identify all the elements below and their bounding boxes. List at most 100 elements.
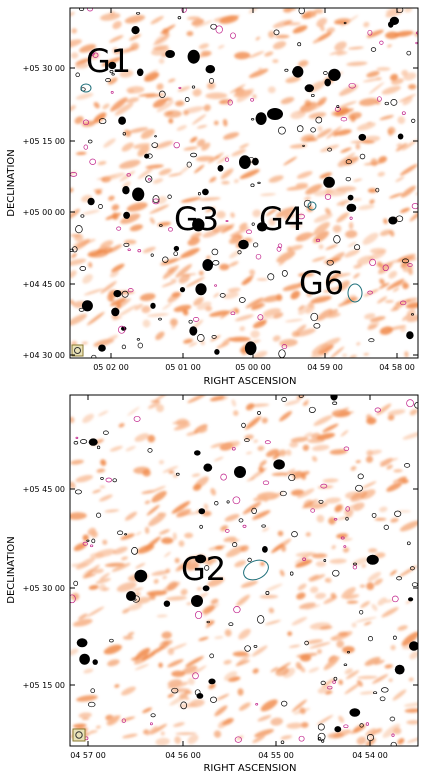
emission-patch <box>205 207 216 213</box>
emission-patch <box>385 8 404 18</box>
emission-patch <box>379 115 394 121</box>
emission-patch <box>157 221 171 227</box>
contour-ring <box>289 571 294 576</box>
emission-patch <box>97 161 107 166</box>
emission-patch <box>165 596 187 601</box>
top-x-ticks <box>110 8 398 358</box>
emission-patch <box>99 485 106 488</box>
emission-patch <box>182 309 189 316</box>
point-source-blob <box>244 341 257 356</box>
emission-patch <box>253 496 267 502</box>
emission-patch <box>245 297 264 309</box>
point-source-blob <box>187 49 200 64</box>
emission-patch <box>296 171 313 179</box>
contour-ring <box>116 226 122 231</box>
emission-patch <box>187 677 195 686</box>
emission-patch <box>219 15 239 24</box>
point-source-blob <box>192 218 205 232</box>
emission-patch <box>111 204 120 211</box>
contour-ring <box>297 42 302 47</box>
contour-ring <box>333 235 341 244</box>
contour-ring <box>281 270 288 277</box>
contour-ring <box>112 478 117 483</box>
emission-patch <box>346 600 359 604</box>
contour-ring <box>96 445 101 450</box>
emission-patch <box>344 594 360 600</box>
emission-patch <box>283 156 298 166</box>
emission-patch <box>70 52 79 59</box>
emission-patch <box>256 278 269 281</box>
emission-patch <box>405 297 418 303</box>
contour-ring <box>204 565 210 571</box>
emission-patch <box>398 565 418 577</box>
emission-patch <box>217 155 229 164</box>
emission-patch <box>403 702 418 707</box>
emission-patch <box>295 559 313 568</box>
emission-patch <box>192 484 202 491</box>
emission-patch <box>111 263 125 273</box>
contour-ring <box>89 158 97 165</box>
emission-patch <box>159 529 170 535</box>
contour-ring <box>192 317 200 322</box>
emission-patch <box>196 124 208 129</box>
emission-patch <box>229 227 250 237</box>
contour-ring <box>168 227 173 232</box>
emission-patch <box>366 417 377 425</box>
point-source-blob <box>111 307 120 317</box>
emission-patch <box>75 58 90 66</box>
emission-patch <box>114 684 120 688</box>
contour-ring <box>371 512 377 518</box>
source-label-g4: G4 <box>259 200 304 238</box>
emission-patch <box>379 506 388 513</box>
emission-patch <box>119 69 134 78</box>
emission-patch <box>116 582 137 592</box>
emission-patch <box>156 100 174 113</box>
emission-patch <box>345 503 360 510</box>
emission-patch <box>216 342 230 349</box>
emission-patch <box>406 720 418 725</box>
emission-patch <box>330 346 345 358</box>
contour-ring <box>389 716 396 722</box>
emission-patch <box>326 27 336 34</box>
emission-patch <box>239 326 246 332</box>
emission-patch <box>340 15 359 28</box>
contour-ring <box>123 242 130 247</box>
point-source-blob <box>217 165 224 172</box>
point-source-blob <box>179 287 186 293</box>
emission-patch <box>260 193 276 196</box>
emission-patch <box>396 143 402 147</box>
emission-patch <box>240 580 258 588</box>
emission-patch <box>158 168 172 176</box>
emission-patch <box>377 597 387 606</box>
emission-patch <box>325 690 333 695</box>
contour-ring <box>251 222 255 226</box>
emission-patch <box>363 288 380 297</box>
emission-patch <box>196 586 202 591</box>
contour-ring <box>257 615 265 624</box>
bright-source <box>126 591 136 601</box>
contour-ring <box>298 395 304 398</box>
emission-patch <box>102 103 110 110</box>
emission-patch <box>188 342 198 347</box>
point-source-blob <box>173 245 180 252</box>
emission-patch <box>141 652 156 661</box>
emission-patch <box>145 164 164 169</box>
emission-patch <box>180 197 201 203</box>
emission-patch <box>210 488 216 496</box>
emission-patch <box>147 401 161 409</box>
emission-patch <box>342 538 353 542</box>
contour-ring <box>83 144 89 150</box>
emission-patch <box>135 596 151 604</box>
emission-patch <box>214 705 228 717</box>
emission-patch <box>258 319 268 324</box>
emission-patch <box>402 282 409 290</box>
emission-patch <box>257 445 265 451</box>
emission-patch <box>246 416 262 429</box>
emission-patch <box>151 570 171 576</box>
emission-patch <box>187 734 199 745</box>
emission-patch <box>205 620 215 628</box>
bottom-x-tick-label: 04 56 00 <box>165 751 201 760</box>
emission-patch <box>210 442 225 448</box>
emission-patch <box>364 313 376 320</box>
emission-patch <box>150 15 164 25</box>
